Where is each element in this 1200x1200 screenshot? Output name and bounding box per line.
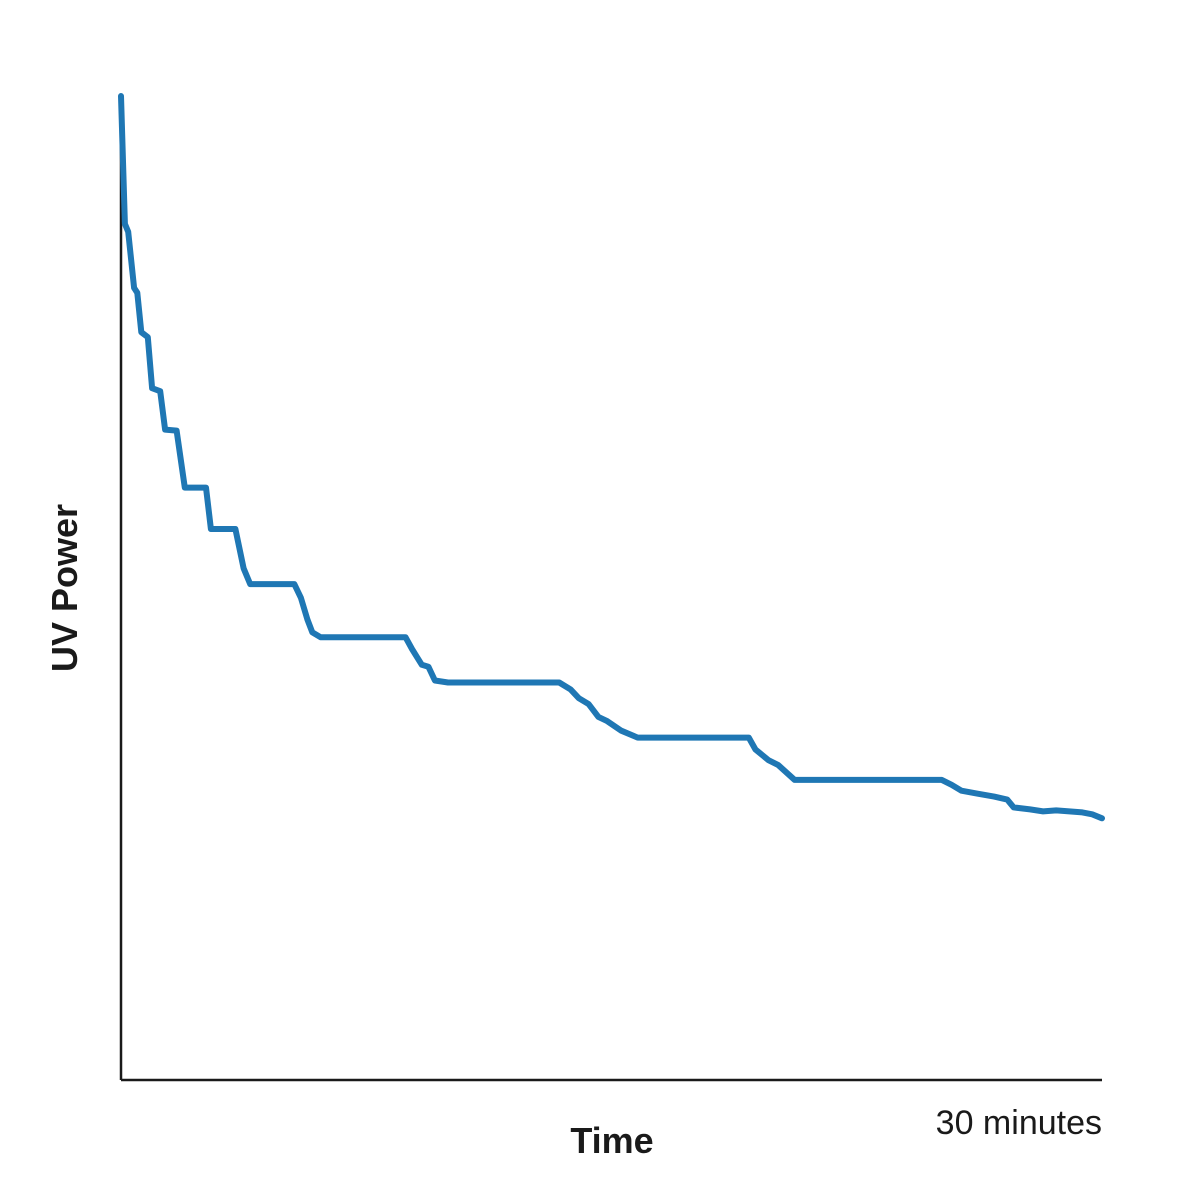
series-layer — [118, 93, 1105, 822]
x-axis-title: Time — [570, 1120, 653, 1161]
series-line-0 — [118, 93, 1105, 822]
x-tick-label-end: 30 minutes — [936, 1104, 1102, 1142]
y-axis-title: UV Power — [44, 504, 85, 672]
